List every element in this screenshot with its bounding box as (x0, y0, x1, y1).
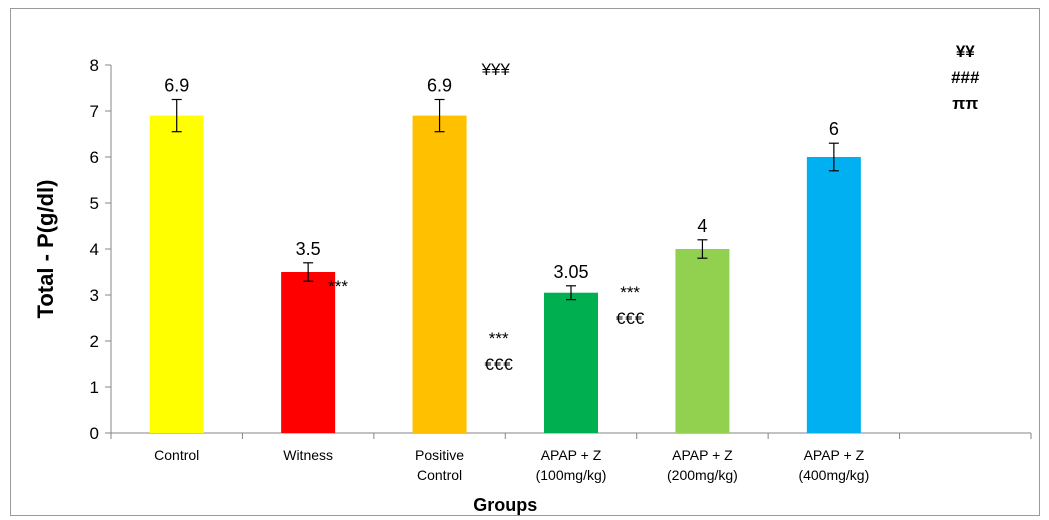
y-tick-label: 4 (90, 240, 99, 259)
y-tick-label: 0 (90, 424, 99, 443)
y-tick-label: 1 (90, 378, 99, 397)
category-label: (400mg/kg) (798, 467, 869, 483)
significance-annotation: €€€ (616, 309, 645, 328)
x-axis-title: Groups (473, 495, 537, 515)
value-label: 6.9 (427, 76, 452, 96)
category-label: APAP + Z (541, 447, 602, 463)
bar (675, 249, 730, 433)
y-tick-label: 5 (90, 194, 99, 213)
category-label: APAP + Z (804, 447, 865, 463)
y-tick-label: 2 (90, 332, 99, 351)
significance-annotation: ¥¥¥ (481, 60, 511, 79)
y-tick-label: 6 (90, 148, 99, 167)
category-label: APAP + Z (672, 447, 733, 463)
bar-chart: 0 1 2 3 4 5 6 7 8 6.9 Control 3.5 Witness 6.9 Positiv… (33, 42, 1032, 515)
significance-annotation: ¥¥ (956, 42, 975, 61)
category-label: (200mg/kg) (667, 467, 738, 483)
category-label: (100mg/kg) (536, 467, 607, 483)
value-label: 3.05 (553, 262, 588, 282)
significance-annotation: ππ (952, 94, 978, 113)
bar (149, 115, 204, 433)
value-label: 4 (697, 216, 707, 236)
value-label: 6 (829, 119, 839, 139)
significance-annotation: *** (328, 277, 348, 296)
category-label: Control (417, 467, 462, 483)
significance-annotation: *** (489, 329, 509, 348)
bar (806, 157, 861, 433)
y-axis-title: Total - P(g/dl) (33, 180, 58, 319)
significance-annotation: *** (620, 283, 640, 302)
category-label: Positive (415, 447, 464, 463)
value-label: 3.5 (296, 239, 321, 259)
y-tick-label: 3 (90, 286, 99, 305)
significance-annotation: ### (951, 68, 980, 87)
value-label: 6.9 (164, 76, 189, 96)
y-tick-label: 7 (90, 102, 99, 121)
bar (412, 115, 467, 433)
significance-annotation: €€€ (485, 355, 514, 374)
bar (281, 272, 336, 433)
category-label: Witness (283, 447, 333, 463)
chart-frame: 0 1 2 3 4 5 6 7 8 6.9 Control 3.5 Witness 6.9 Positiv… (10, 8, 1040, 516)
category-label: Control (154, 447, 199, 463)
y-tick-label: 8 (90, 56, 99, 75)
bar (544, 292, 598, 433)
